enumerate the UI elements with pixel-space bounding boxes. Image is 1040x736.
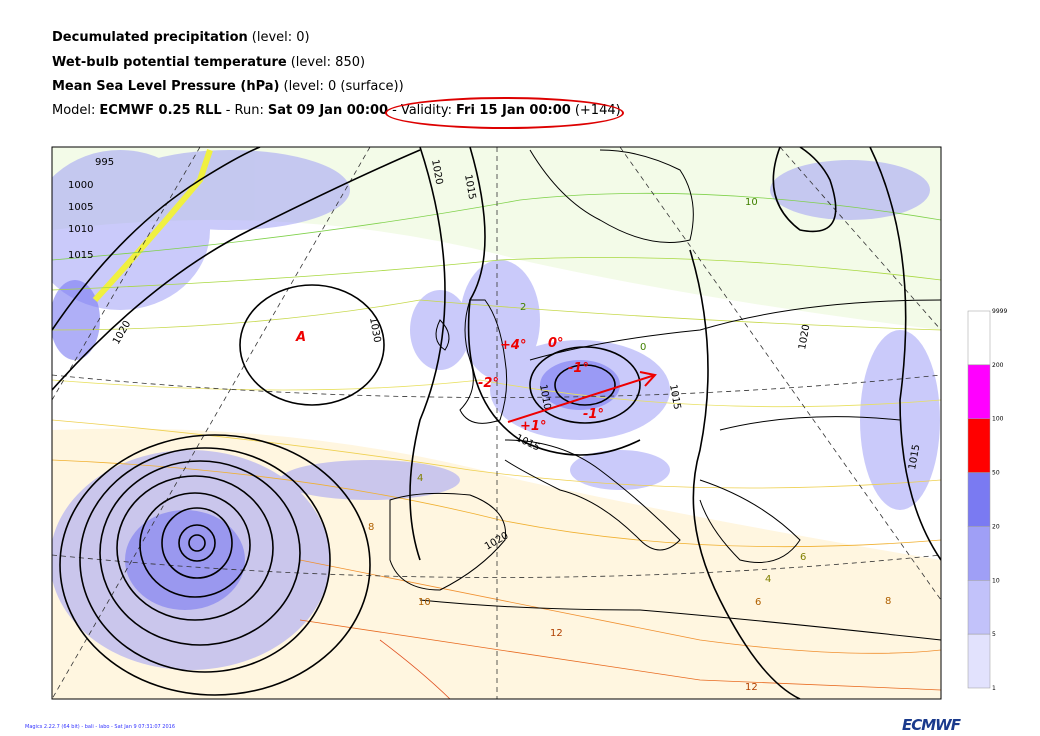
temperature-contours [52, 192, 941, 699]
temperature-label: 12 [745, 682, 758, 693]
temperature-label: 8 [885, 596, 891, 607]
map-layers [52, 147, 941, 699]
annotation: -2° [478, 376, 499, 391]
legend-swatch [967, 580, 991, 635]
annotation: 0° [548, 336, 564, 351]
temperature-label: 10 [418, 597, 431, 608]
header-line: Mean Sea Level Pressure (hPa) (level: 0 (… [52, 79, 408, 94]
header-text: (level: 0) [251, 30, 310, 45]
header-text: (level: 0 (surface)) [283, 79, 404, 94]
logo: ECMWF [902, 716, 961, 734]
map-frame [51, 146, 942, 700]
header-text: Sat 09 Jan 00:00 [267, 103, 389, 118]
pressure-label: 1015 [462, 174, 477, 201]
header-text: ECMWF 0.25 RLL [99, 103, 222, 118]
pressure-label: 1015 [68, 250, 93, 261]
annotation: A [295, 330, 306, 345]
highlight-ellipse [385, 97, 624, 129]
legend-swatch [967, 418, 991, 473]
front-band [92, 149, 213, 303]
pressure-label: 1015 [907, 444, 922, 471]
pressure-label: 995 [95, 157, 114, 168]
annotation: +4° [500, 338, 526, 353]
legend-label: 5 [992, 631, 996, 638]
footer-credit: Magics 2.22.7 (64 bit) - bali - labo - S… [25, 724, 176, 730]
temperature-label: 2 [520, 302, 526, 313]
pressure-label: 1020 [429, 159, 444, 186]
pressure-label: 1010 [537, 384, 552, 411]
temperature-label: 6 [755, 597, 761, 608]
header-text: Decumulated precipitation [52, 30, 248, 45]
pressure-label: 1015 [667, 384, 682, 411]
legend-label: 50 [992, 470, 1000, 477]
pressure-label: 1005 [68, 202, 93, 213]
legend-label: 9999 [992, 308, 1007, 315]
legend-swatch [967, 526, 991, 581]
pressure-label: 1000 [68, 180, 93, 191]
annotation: -1° [568, 361, 589, 376]
annotation: +1° [520, 419, 546, 434]
temperature-label: 12 [550, 628, 563, 639]
header-text: Wet-bulb potential temperature [52, 55, 287, 70]
precipitation-heavy [52, 280, 620, 610]
legend-swatch [967, 310, 991, 366]
header-text: - Run: [225, 103, 264, 118]
temperature-label: 0 [640, 342, 646, 353]
legend-label: 1 [992, 685, 996, 692]
movement-arrow [507, 371, 657, 423]
legend-swatch [967, 633, 991, 689]
temperature-label: 4 [765, 574, 771, 585]
legend: 9999 200 100 50 20 10 5 1 [967, 308, 1007, 692]
graticule [52, 147, 941, 699]
legend-swatch [967, 472, 991, 527]
legend-swatch [967, 364, 991, 419]
temperature-label: 8 [368, 522, 374, 533]
pressure-label: 1030 [367, 317, 382, 344]
annotation: -1° [583, 407, 604, 422]
legend-label: 100 [992, 416, 1004, 423]
legend-label: 200 [992, 362, 1004, 369]
temperature-label: 10 [745, 197, 758, 208]
pressure-label: 1010 [68, 224, 93, 235]
pressure-label: 1020 [797, 324, 812, 351]
header-text: Mean Sea Level Pressure (hPa) [52, 79, 280, 94]
header-text: (level: 850) [290, 55, 366, 70]
header-text: Model: [52, 103, 96, 118]
legend-label: 20 [992, 523, 1000, 530]
legend-label: 10 [992, 577, 1000, 584]
header-line: Wet-bulb potential temperature (level: 85… [52, 55, 369, 70]
header-line: Decumulated precipitation (level: 0) [52, 30, 314, 45]
pressure-contours [52, 147, 941, 699]
temperature-label: 4 [417, 473, 423, 484]
temperature-label: 6 [800, 552, 806, 563]
